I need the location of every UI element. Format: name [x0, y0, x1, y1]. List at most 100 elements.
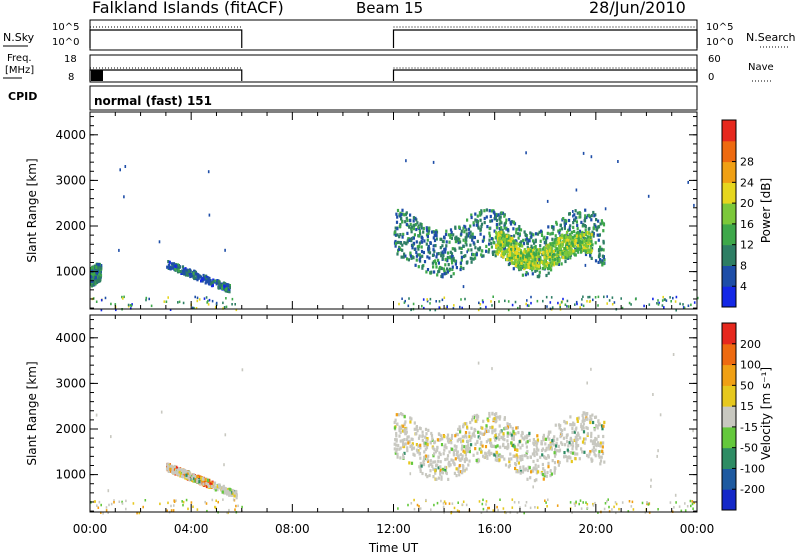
- echo-cell: [434, 244, 437, 248]
- colorbar-swatch: [722, 161, 736, 183]
- echo-cell: [547, 465, 550, 469]
- echo-cell: [493, 250, 496, 254]
- echo-cell: [525, 434, 528, 438]
- echo-cell: [549, 232, 552, 236]
- clutter-cell: [121, 500, 123, 504]
- clutter-cell: [594, 296, 597, 299]
- echo-cell: [601, 221, 604, 225]
- echo-cell: [459, 261, 462, 265]
- ytick-label: 4000: [55, 331, 86, 345]
- clutter-cell: [429, 308, 431, 312]
- echo-cell: [473, 235, 476, 240]
- colorbar-label: Velocity [m s⁻¹]: [759, 367, 773, 460]
- clutter-cell: [185, 498, 188, 502]
- echo-cell: [425, 432, 428, 436]
- echo-cell: [519, 249, 522, 253]
- echo-cell: [455, 467, 458, 471]
- echo-cell: [454, 434, 457, 438]
- echo-cell: [565, 238, 568, 242]
- echo-cell: [577, 443, 580, 448]
- echo-cell: [457, 467, 460, 471]
- clutter-cell: [492, 295, 494, 298]
- echo-cell: [546, 231, 549, 235]
- clutter-cell: [118, 500, 121, 503]
- echo-cell: [394, 244, 397, 248]
- echo-cell: [430, 270, 433, 274]
- echo-cell: [446, 436, 449, 440]
- echo-cell: [458, 473, 461, 477]
- colorbar-swatch: [722, 182, 736, 204]
- echo-cell: [432, 230, 435, 234]
- echo-cell: [456, 450, 459, 454]
- echo-cell: [524, 258, 527, 262]
- echo-cell: [520, 434, 523, 438]
- scatter-cell: [595, 424, 597, 427]
- echo-cell: [459, 452, 462, 457]
- clutter-cell: [115, 308, 117, 312]
- echo-cell: [398, 235, 401, 239]
- echo-cell: [555, 441, 558, 445]
- scatter-cell: [525, 151, 527, 155]
- echo-cell: [395, 220, 399, 224]
- echo-cell: [460, 232, 463, 236]
- clutter-cell: [130, 307, 132, 310]
- ylabel: Slant Range [km]: [25, 158, 39, 262]
- echo-cell: [223, 285, 226, 289]
- echo-cell: [553, 435, 556, 439]
- echo-cell: [469, 230, 472, 234]
- xtick-label: 12:00: [376, 522, 411, 536]
- echo-cell: [413, 233, 416, 237]
- clutter-cell: [620, 297, 622, 300]
- clutter-cell: [608, 510, 611, 513]
- echo-cell: [420, 249, 424, 254]
- echo-cell: [579, 234, 582, 238]
- echo-cell: [560, 432, 564, 437]
- echo-cell: [532, 251, 536, 255]
- echo-cell: [201, 277, 204, 281]
- echo-cell: [470, 426, 473, 430]
- echo-cell: [417, 436, 421, 440]
- echo-cell: [206, 483, 210, 487]
- echo-cell: [556, 247, 559, 251]
- echo-cell: [424, 454, 428, 458]
- xtick-label: 08:00: [275, 522, 310, 536]
- echo-cell: [522, 467, 525, 471]
- echo-cell: [523, 260, 526, 264]
- echo-cell: [514, 255, 517, 259]
- echo-cell: [583, 240, 586, 244]
- echo-cell: [600, 247, 603, 251]
- echo-cell: [406, 449, 409, 453]
- echo-cell: [501, 237, 504, 241]
- echo-cell: [224, 282, 227, 286]
- clutter-cell: [672, 296, 674, 300]
- clutter-cell: [675, 501, 677, 504]
- echo-cell: [440, 254, 443, 258]
- echo-cell: [436, 438, 439, 442]
- echo-cell: [199, 275, 202, 279]
- echo-cell: [550, 268, 553, 272]
- echo-cell: [506, 425, 509, 429]
- echo-cell: [566, 440, 569, 444]
- clutter-cell: [193, 306, 195, 310]
- echo-cell: [180, 271, 183, 275]
- echo-cell: [540, 233, 544, 237]
- echo-cell: [448, 437, 451, 441]
- echo-cell: [494, 438, 497, 442]
- echo-cell: [404, 254, 407, 258]
- echo-cell: [521, 436, 524, 440]
- echo-cell: [225, 287, 228, 291]
- echo-cell: [567, 235, 570, 239]
- clutter-cell: [574, 303, 576, 306]
- echo-cell: [415, 240, 418, 244]
- echo-cell: [507, 465, 510, 469]
- echo-cell: [171, 266, 174, 270]
- echo-cell: [555, 444, 558, 448]
- echo-cell: [198, 274, 201, 278]
- echo-cell: [409, 219, 412, 223]
- clutter-cell: [544, 499, 546, 502]
- echo-cell: [494, 254, 497, 258]
- echo-cell: [501, 228, 504, 232]
- echo-cell: [536, 264, 539, 268]
- echo-cell: [558, 250, 561, 255]
- echo-cell: [465, 435, 468, 439]
